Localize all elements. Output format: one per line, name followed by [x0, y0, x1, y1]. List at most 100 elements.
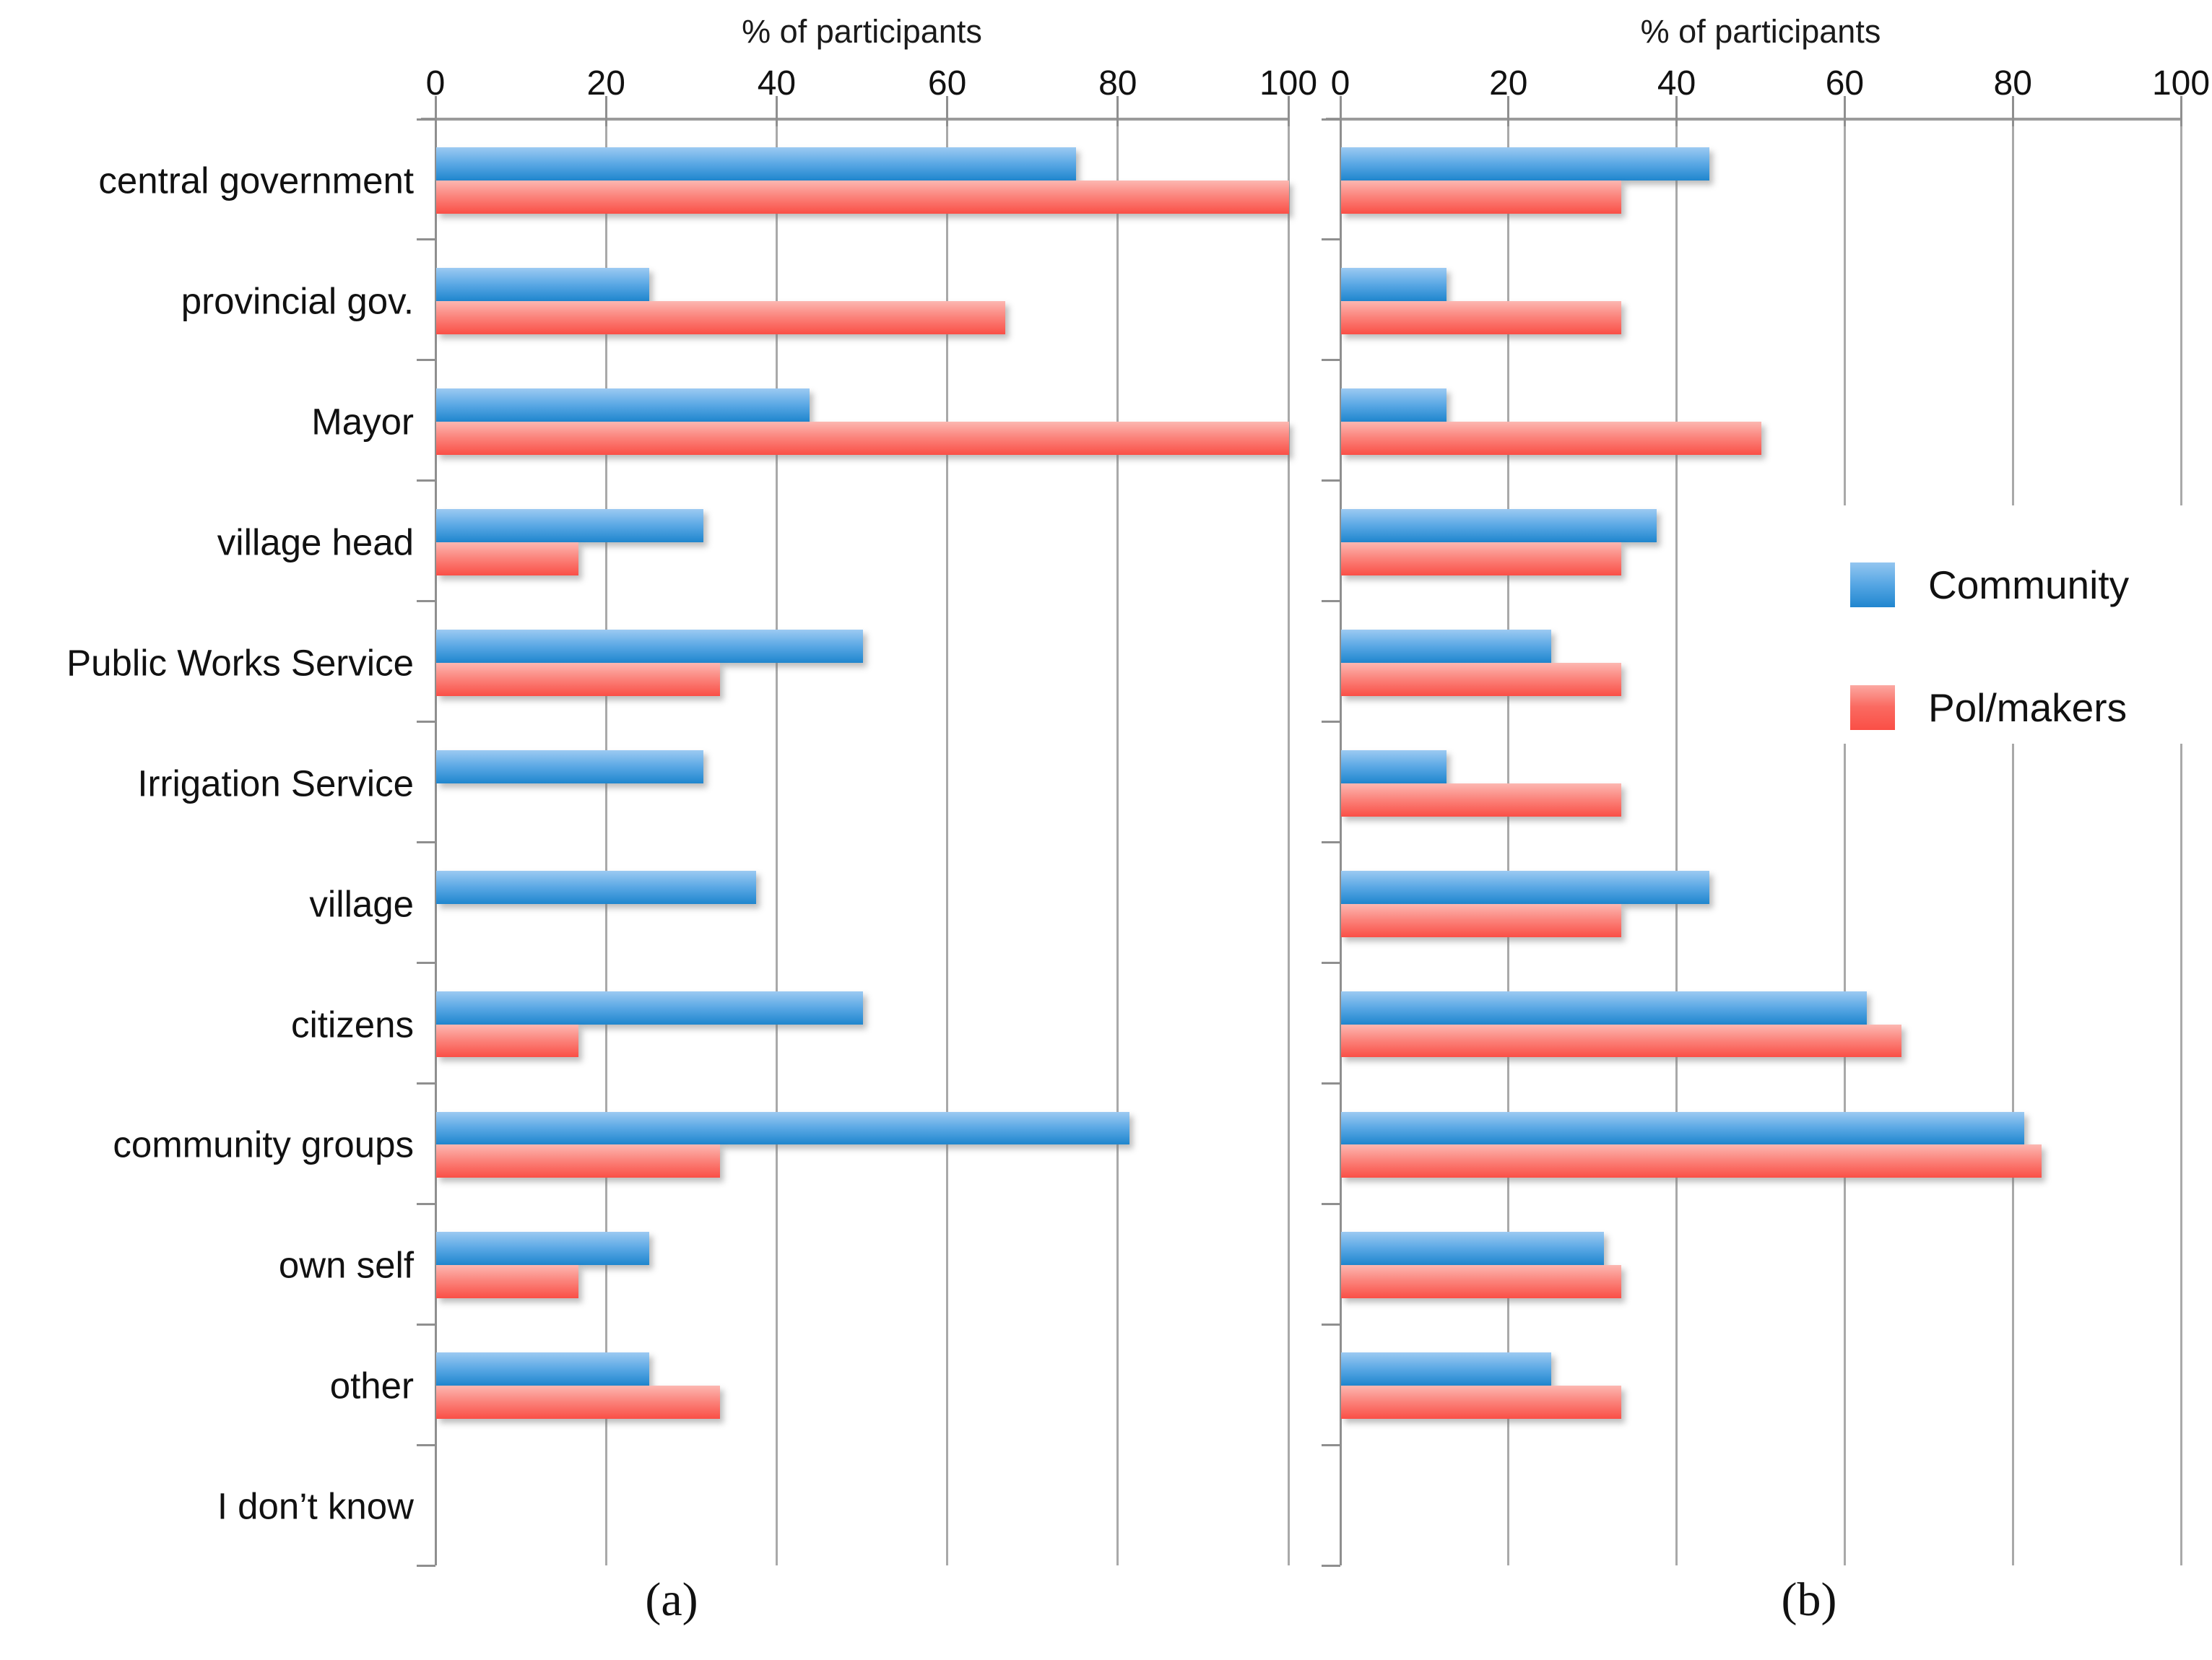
row-tick-b-12 — [1322, 1564, 1340, 1567]
row-tick-b-10 — [1322, 1323, 1340, 1326]
category-label-7: citizens — [290, 1004, 414, 1046]
bar-community-a-7 — [436, 991, 863, 1025]
bar-community-a-10 — [436, 1352, 650, 1386]
row-tick-a-12 — [417, 1564, 435, 1567]
row-tick-b-7 — [1322, 961, 1340, 964]
bar-polmakers-b-0 — [1341, 181, 1621, 214]
x-axis-tick-a-40 — [775, 96, 778, 126]
bar-polmakers-b-10 — [1341, 1386, 1621, 1420]
bar-community-a-9 — [436, 1232, 650, 1266]
bar-community-b-7 — [1341, 991, 1867, 1025]
row-tick-a-9 — [417, 1202, 435, 1205]
x-axis-line-a — [421, 118, 1288, 121]
bar-polmakers-b-3 — [1341, 542, 1621, 575]
gridline-a-100 — [1287, 119, 1290, 1565]
bar-polmakers-b-2 — [1341, 421, 1761, 455]
row-tick-b-6 — [1322, 841, 1340, 843]
x-axis-title-a: % of participants — [742, 13, 982, 50]
category-label-10: other — [329, 1365, 414, 1407]
row-tick-b-0 — [1322, 118, 1340, 121]
category-label-0: central government — [98, 160, 414, 201]
bar-polmakers-b-4 — [1341, 662, 1621, 696]
category-label-4: Public Works Service — [66, 642, 414, 684]
bar-community-b-3 — [1341, 508, 1657, 542]
bar-polmakers-a-7 — [436, 1024, 579, 1058]
panel-caption-a: (a) — [645, 1573, 698, 1626]
category-label-11: I don’t know — [217, 1485, 414, 1527]
x-tick-label-b-40: 40 — [1657, 64, 1696, 103]
bar-community-b-9 — [1341, 1232, 1605, 1266]
bar-community-a-4 — [436, 629, 863, 663]
bar-polmakers-b-5 — [1341, 783, 1621, 817]
x-tick-label-a-60: 60 — [927, 64, 967, 103]
bar-community-b-0 — [1341, 147, 1709, 181]
gridline-a-40 — [775, 119, 778, 1565]
bar-community-a-3 — [436, 508, 703, 542]
x-tick-label-b-80: 80 — [1993, 64, 2032, 103]
x-axis-tick-a-100 — [1287, 96, 1290, 126]
bar-community-a-2 — [436, 388, 810, 422]
panel-caption-b: (b) — [1781, 1573, 1837, 1626]
bar-polmakers-a-10 — [436, 1386, 721, 1420]
x-tick-label-a-20: 20 — [586, 64, 625, 103]
category-label-3: village head — [217, 521, 414, 563]
row-tick-a-5 — [417, 721, 435, 723]
bar-polmakers-a-3 — [436, 542, 579, 575]
gridline-a-80 — [1116, 119, 1119, 1565]
bar-polmakers-b-6 — [1341, 903, 1621, 937]
polmakers-legend-label: Pol/makers — [1928, 685, 2128, 730]
bar-polmakers-b-8 — [1341, 1144, 2042, 1178]
gridline-b-60 — [1843, 119, 1846, 1565]
x-tick-label-b-20: 20 — [1489, 64, 1528, 103]
row-tick-b-3 — [1322, 479, 1340, 482]
chart-legend: Community Pol/makers — [1843, 505, 2212, 744]
bar-community-a-0 — [436, 147, 1076, 181]
polmakers-legend-swatch-icon — [1850, 685, 1895, 730]
row-tick-b-2 — [1322, 359, 1340, 362]
gridline-b-100 — [2180, 119, 2182, 1565]
row-tick-a-0 — [417, 118, 435, 121]
category-label-2: Mayor — [311, 401, 414, 443]
row-tick-b-5 — [1322, 721, 1340, 723]
row-tick-b-8 — [1322, 1082, 1340, 1085]
x-axis-tick-b-20 — [1507, 96, 1510, 126]
bar-community-b-8 — [1341, 1111, 2025, 1145]
gridline-a-20 — [604, 119, 607, 1565]
row-tick-b-11 — [1322, 1443, 1340, 1446]
bar-polmakers-b-1 — [1341, 301, 1621, 334]
row-tick-b-1 — [1322, 238, 1340, 241]
y-axis-line-a — [434, 119, 437, 1565]
bar-polmakers-a-8 — [436, 1144, 721, 1178]
row-tick-b-9 — [1322, 1202, 1340, 1205]
x-tick-label-b-60: 60 — [1825, 64, 1865, 103]
bar-community-b-1 — [1341, 268, 1447, 302]
bar-polmakers-a-9 — [436, 1265, 579, 1299]
bar-community-b-5 — [1341, 749, 1447, 783]
row-tick-a-3 — [417, 479, 435, 482]
x-axis-tick-b-100 — [2180, 96, 2182, 126]
row-tick-a-7 — [417, 961, 435, 964]
x-axis-tick-b-80 — [2011, 96, 2014, 126]
row-tick-a-6 — [417, 841, 435, 843]
row-tick-b-4 — [1322, 600, 1340, 603]
x-tick-label-a-0: 0 — [425, 64, 446, 103]
x-axis-tick-a-0 — [434, 96, 437, 126]
bar-community-b-2 — [1341, 388, 1447, 422]
community-legend-label: Community — [1928, 562, 2130, 607]
x-tick-label-a-100: 100 — [1259, 64, 1318, 103]
gridline-a-60 — [946, 119, 949, 1565]
row-tick-a-8 — [417, 1082, 435, 1085]
gridline-b-40 — [1675, 119, 1678, 1565]
community-legend-swatch-icon — [1850, 562, 1895, 607]
legend-item-community: Community — [1850, 562, 2129, 608]
bar-polmakers-a-1 — [436, 301, 1005, 334]
x-axis-line-b — [1326, 118, 2181, 121]
bar-community-b-4 — [1341, 629, 1551, 663]
x-axis-tick-b-60 — [1843, 96, 1846, 126]
bar-polmakers-b-7 — [1341, 1024, 1902, 1058]
bar-polmakers-b-9 — [1341, 1265, 1621, 1299]
category-label-9: own self — [278, 1244, 414, 1286]
legend-item-polmakers: Pol/makers — [1850, 685, 2127, 731]
bar-polmakers-a-4 — [436, 662, 721, 696]
